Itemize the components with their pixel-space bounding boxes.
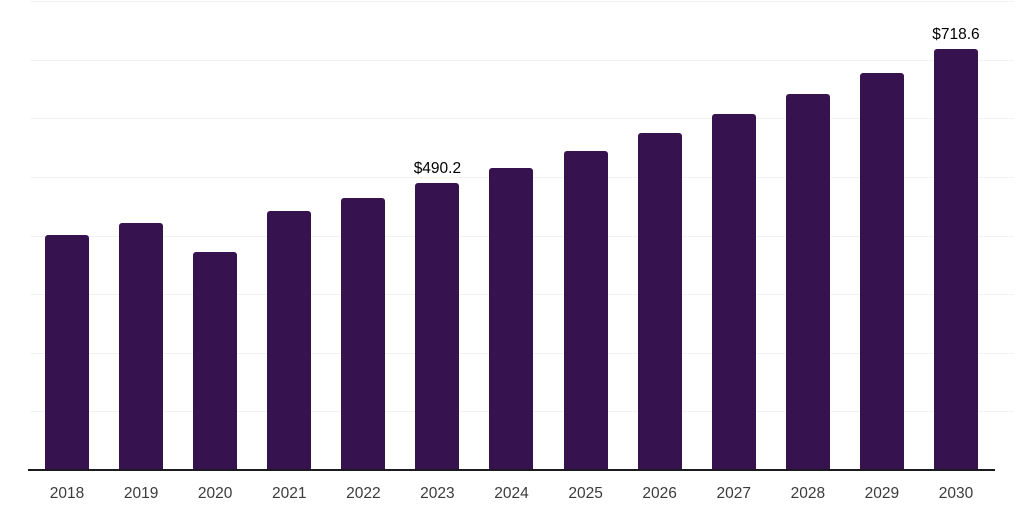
x-tick-label-2019: 2019 (123, 485, 159, 502)
bar-2029 (859, 72, 904, 470)
bar-2030 (933, 48, 978, 470)
bar-2021 (267, 210, 312, 470)
x-axis-line (28, 469, 995, 471)
bar-2026 (637, 132, 682, 470)
bar-2019 (119, 222, 164, 470)
gridline-600 (30, 118, 1014, 120)
bar-2020 (193, 251, 238, 470)
x-tick-label-2020: 2020 (197, 485, 233, 502)
x-tick-label-2023: 2023 (420, 485, 455, 502)
x-tick-label-2029: 2029 (864, 485, 900, 502)
x-tick-label-2022: 2022 (346, 485, 381, 502)
data-label-2030: $718.6 (932, 25, 980, 43)
data-label-2023: $490.2 (413, 159, 462, 177)
bar-2018 (45, 234, 89, 470)
bar-2023 (415, 182, 460, 470)
x-tick-label-2021: 2021 (271, 485, 307, 502)
bar-2028 (785, 93, 830, 470)
x-tick-label-2030: 2030 (938, 485, 974, 502)
gridline-700 (30, 59, 1014, 61)
x-tick-label-2027: 2027 (716, 485, 751, 502)
x-tick-label-2028: 2028 (790, 485, 826, 502)
x-tick-label-2018: 2018 (49, 485, 85, 502)
bar-2027 (711, 114, 756, 470)
x-tick-label-2025: 2025 (568, 485, 603, 502)
gridline-800 (30, 1, 1014, 2)
x-tick-label-2024: 2024 (494, 485, 529, 502)
x-tick-label-2026: 2026 (642, 485, 677, 502)
plot-area: $490.2 $718.6 (30, 1, 1014, 470)
bar-2024 (489, 167, 534, 470)
bar-2022 (341, 197, 386, 470)
bar-2025 (563, 150, 608, 470)
x-axis: 2018 2019 2020 2021 2022 2023 2024 2025 2026 2027… (0, 486, 1024, 504)
